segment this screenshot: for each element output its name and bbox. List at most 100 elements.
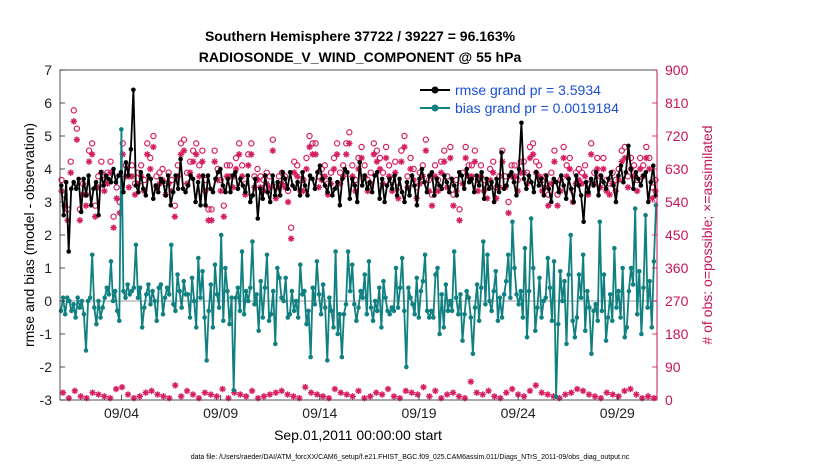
bias-point <box>144 292 149 297</box>
rmse-point <box>320 176 325 182</box>
bias-point <box>227 321 232 327</box>
rmse-point <box>407 193 412 198</box>
obs-assimilated-point <box>428 202 436 209</box>
rmse-point <box>601 179 606 185</box>
obs-possible-point <box>462 143 469 151</box>
bias-point <box>501 292 507 297</box>
obs-count-point <box>319 393 327 400</box>
bias-point <box>637 269 642 274</box>
rmse-point <box>489 179 494 185</box>
rmse-point <box>551 176 557 182</box>
bias-point <box>148 302 153 307</box>
rmse-point <box>496 189 502 195</box>
rmse-point <box>277 193 283 198</box>
bias-point <box>223 265 228 271</box>
rmse-point <box>434 176 440 182</box>
bias-point <box>154 318 160 324</box>
obs-possible-point <box>119 140 126 147</box>
obs-assimilated-point <box>196 173 203 180</box>
obs-possible-point <box>333 140 341 147</box>
rmse-point <box>141 186 146 192</box>
bias-point <box>131 285 137 291</box>
y-right-tick-label: 810 <box>665 95 689 111</box>
y-tick-label: 7 <box>44 62 52 78</box>
rmse-point <box>591 183 596 188</box>
x-tick-label: 09/04 <box>104 405 139 421</box>
obs-possible-point <box>373 147 381 154</box>
bias-point <box>439 292 445 297</box>
bias-point <box>406 285 411 291</box>
bias-point <box>314 259 320 264</box>
bias-point <box>395 305 401 310</box>
bias-point <box>435 265 440 271</box>
bias-point <box>628 265 634 271</box>
rmse-point <box>205 173 211 178</box>
rmse-point <box>417 176 422 182</box>
rmse-point <box>178 156 183 162</box>
bias-point <box>266 318 272 324</box>
bias-point <box>156 285 162 291</box>
rmse-point <box>305 193 310 198</box>
rmse-point <box>230 173 236 178</box>
bias-point <box>87 295 93 301</box>
obs-count-point <box>503 389 510 396</box>
bias-point <box>162 295 168 301</box>
bias-point <box>279 295 284 301</box>
obs-count-point <box>148 387 155 395</box>
obs-assimilated-point <box>346 140 353 147</box>
bias-point <box>160 311 166 317</box>
obs-assimilated-point <box>110 224 117 231</box>
rmse-point <box>200 173 206 178</box>
bias-point <box>404 364 409 370</box>
rmse-point <box>297 193 303 198</box>
bias-point <box>401 308 407 314</box>
obs-assimilated-point <box>284 198 292 206</box>
bias-point <box>308 354 313 360</box>
rmse-point <box>389 186 395 192</box>
obs-count-point <box>562 391 569 398</box>
bias-point <box>389 305 395 310</box>
obs-possible-point <box>361 162 368 169</box>
bias-point <box>549 318 555 324</box>
bias-point <box>302 288 307 294</box>
obs-assimilated-point <box>211 158 218 165</box>
y-right-tick-label: 90 <box>665 359 681 375</box>
obs-possible-point <box>327 169 335 176</box>
bias-point <box>206 308 212 314</box>
rmse-point <box>131 87 136 93</box>
obs-count-point <box>644 393 652 400</box>
rmse-point <box>454 193 460 198</box>
obs-count-point <box>154 391 161 398</box>
bias-point <box>518 288 524 294</box>
obs-count-point <box>467 378 475 385</box>
bias-point <box>553 394 559 400</box>
x-tick-label: 09/19 <box>401 405 436 421</box>
bias-point <box>123 295 128 301</box>
rmse-point <box>566 176 571 182</box>
obs-possible-point <box>98 158 105 165</box>
bias-point <box>152 298 157 304</box>
rmse-point <box>180 186 186 192</box>
bias-point <box>335 331 340 337</box>
bias-point <box>137 285 143 291</box>
bias-point <box>649 325 655 330</box>
obs-count-point <box>107 394 114 402</box>
rmse-point <box>88 203 94 208</box>
rmse-point <box>170 189 176 195</box>
rmse-point <box>459 173 465 178</box>
y-tick-label: 2 <box>44 227 52 243</box>
bias-point <box>193 325 199 330</box>
bias-point <box>287 311 293 317</box>
bias-point <box>572 335 578 340</box>
y-axis-label: rmse and bias (model - observation) <box>21 123 37 347</box>
rmse-point <box>362 173 368 178</box>
bias-point <box>108 259 114 264</box>
rmse-point <box>613 199 619 205</box>
bias-point <box>418 288 424 294</box>
obs-assimilated-point <box>199 158 206 165</box>
bias-point <box>171 302 176 307</box>
obs-count-point <box>136 393 143 400</box>
bias-point <box>116 318 122 324</box>
obs-possible-point <box>70 107 77 114</box>
obs-possible-point <box>627 154 635 162</box>
